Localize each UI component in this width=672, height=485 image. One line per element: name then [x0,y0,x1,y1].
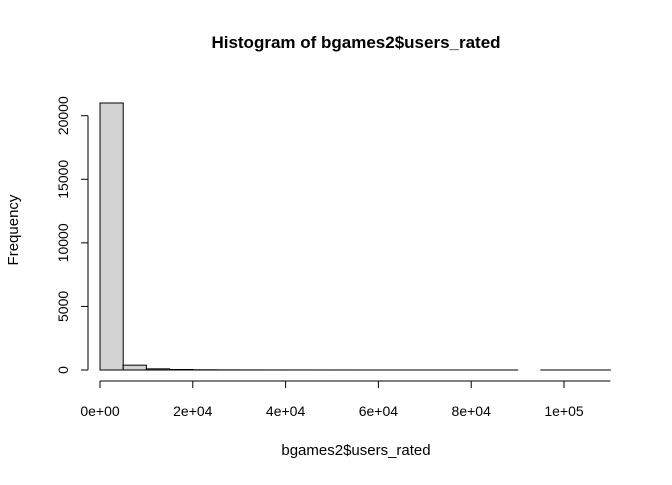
x-tick-label-3: 6e+04 [359,403,399,419]
y-tick-label-3: 15000 [55,160,71,199]
y-tick-label-1: 5000 [55,291,71,322]
y-tick-label-2: 10000 [55,223,71,262]
x-axis-label: bgames2$users_rated [281,442,430,459]
x-tick-label-0: 0e+00 [80,403,120,419]
histogram-bar-0 [100,103,123,370]
y-tick-label-0: 0 [55,366,71,374]
histogram-bar-3 [170,369,193,370]
x-tick-label-2: 4e+04 [266,403,306,419]
x-tick-label-5: 1e+05 [544,403,584,419]
histogram-bar-1 [123,365,146,370]
y-axis-label: Frequency [5,194,22,265]
histogram-bar-2 [146,369,169,370]
bars-group [100,103,610,370]
x-tick-label-4: 8e+04 [452,403,492,419]
y-axis: 0 5000 10000 15000 20000 [55,96,88,374]
y-tick-label-4: 20000 [55,96,71,135]
x-tick-label-1: 2e+04 [173,403,213,419]
x-axis: 0e+00 2e+04 4e+04 6e+04 8e+04 1e+05 [80,381,610,419]
chart-title: Histogram of bgames2$users_rated [211,33,500,52]
